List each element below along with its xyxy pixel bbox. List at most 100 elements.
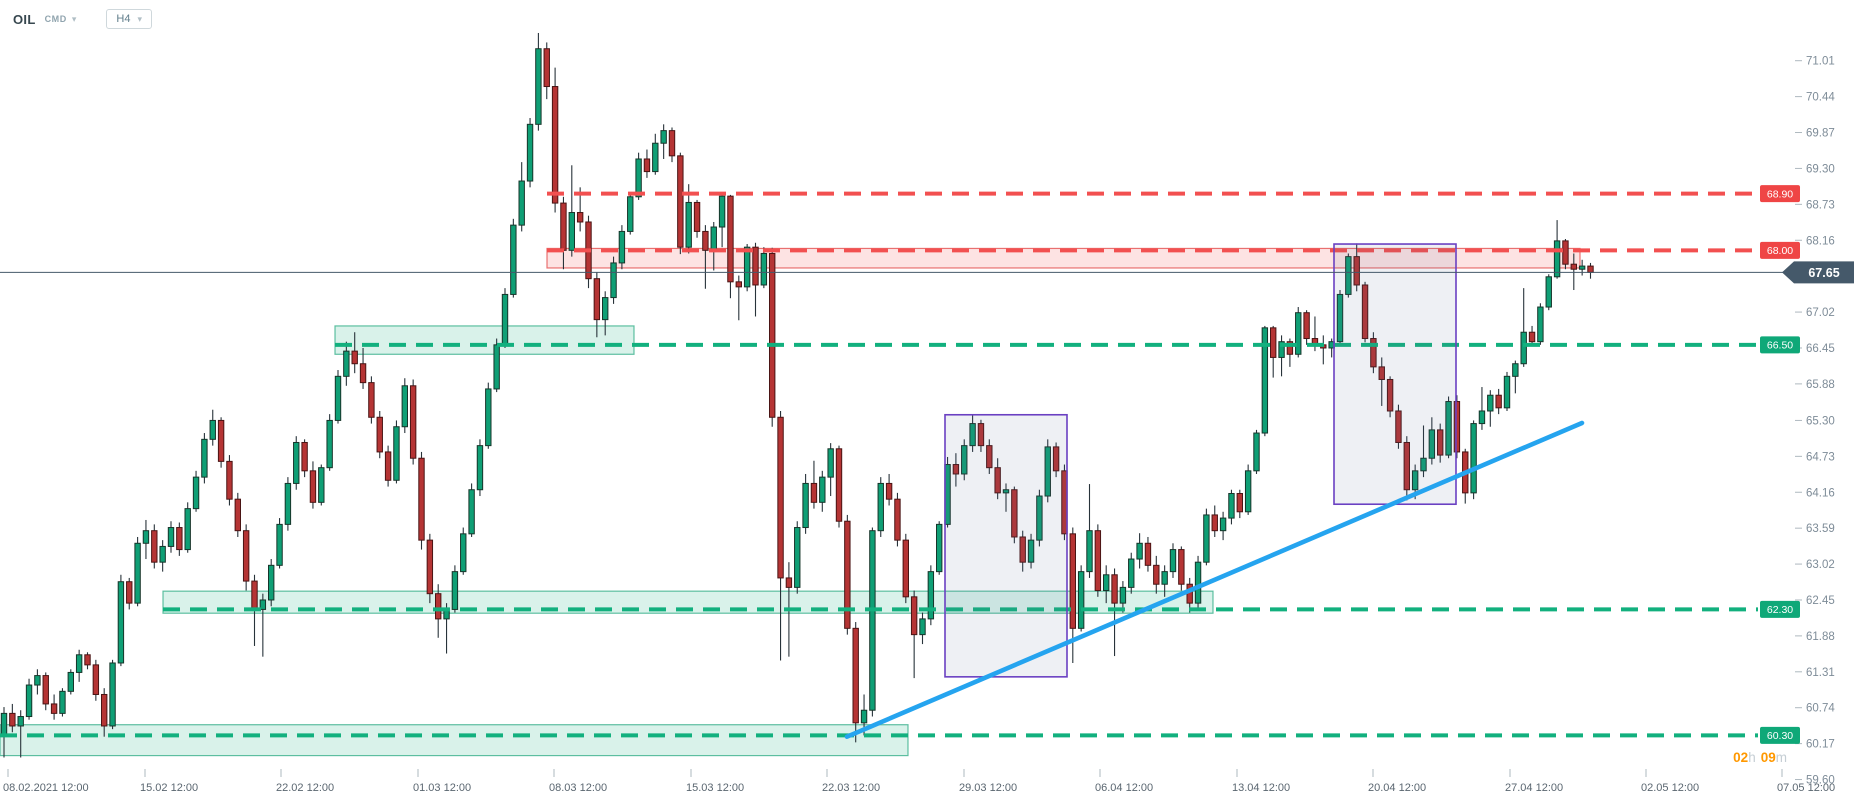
- candle: [1320, 335, 1327, 365]
- candle: [1336, 290, 1344, 345]
- candle: [1437, 423, 1444, 463]
- support-price-tag: [1760, 336, 1800, 354]
- candle: [1361, 281, 1369, 343]
- candle: [1052, 442, 1060, 478]
- candle: [1253, 429, 1260, 474]
- candle: [952, 453, 960, 487]
- axis-label: 71.01: [1806, 56, 1835, 68]
- candle: [1153, 555, 1160, 594]
- candle: [1103, 565, 1110, 604]
- candle: [1378, 357, 1385, 406]
- instrument-symbol[interactable]: OIL: [13, 11, 36, 27]
- axis-label: 60.30: [1767, 730, 1793, 742]
- candle: [50, 694, 58, 720]
- timer-minutes: 09: [1760, 750, 1776, 765]
- candle: [1219, 511, 1227, 541]
- candle: [109, 659, 116, 730]
- candle: [42, 672, 49, 711]
- candle: [610, 256, 617, 304]
- candle: [769, 247, 776, 427]
- axis-label: 65.30: [1806, 415, 1835, 427]
- support-price-tag: [1760, 600, 1800, 618]
- candle: [1002, 483, 1010, 512]
- candle: [1278, 335, 1285, 377]
- candle-countdown-timer: 02h 09m: [1733, 750, 1792, 765]
- candle: [293, 436, 300, 490]
- candle: [869, 527, 876, 717]
- timer-minutes-unit: m: [1775, 750, 1787, 765]
- candle: [17, 710, 24, 758]
- candle: [1019, 530, 1026, 572]
- resistance-price-tag: [1760, 241, 1800, 259]
- candle: [1011, 486, 1018, 544]
- candle: [151, 524, 158, 569]
- candle: [652, 133, 659, 175]
- chevron-down-icon: ▾: [137, 13, 142, 24]
- candle: [309, 461, 317, 509]
- candle: [1236, 489, 1243, 519]
- candle: [226, 455, 233, 506]
- candle: [1286, 338, 1294, 367]
- axis-label: 59.60: [1806, 775, 1835, 787]
- candle: [777, 410, 784, 661]
- current-price-tag: [1794, 261, 1854, 284]
- candle: [1395, 404, 1402, 449]
- candle: [627, 193, 634, 235]
- candle: [718, 193, 726, 248]
- candle: [351, 332, 358, 374]
- candle: [9, 703, 16, 733]
- candle: [1144, 536, 1152, 572]
- candle: [84, 652, 91, 670]
- axis-label: 64.73: [1806, 451, 1835, 463]
- candle: [34, 669, 41, 695]
- axis-label: 62.30: [1767, 604, 1793, 616]
- candle: [535, 32, 542, 131]
- axis-label: 01.03 12:00: [413, 782, 471, 794]
- candle: [242, 524, 250, 591]
- candle: [1303, 310, 1310, 345]
- support-zone[interactable]: [0, 724, 909, 757]
- axis-label: 29.03 12:00: [959, 782, 1017, 794]
- candle: [1261, 325, 1269, 437]
- candle: [677, 152, 684, 255]
- candle: [217, 417, 225, 468]
- candle: [702, 225, 709, 289]
- timeframe-selector[interactable]: H4 ▾: [106, 9, 152, 29]
- candle: [276, 518, 283, 569]
- candle: [134, 536, 141, 607]
- candle: [1203, 508, 1210, 566]
- candle: [568, 165, 575, 257]
- candle: [209, 409, 216, 446]
- axis-label: 15.03 12:00: [686, 782, 744, 794]
- candle: [1562, 238, 1569, 270]
- candle: [1495, 388, 1502, 415]
- axis-label: 69.87: [1806, 128, 1835, 140]
- current-price-tag-arrow: [1782, 261, 1794, 284]
- candle: [1345, 253, 1352, 298]
- consolidation-box[interactable]: [1333, 243, 1457, 506]
- consolidation-box[interactable]: [944, 413, 1068, 678]
- candle: [1128, 552, 1135, 594]
- axis-label: 60.74: [1806, 703, 1835, 715]
- candle: [1270, 325, 1277, 378]
- axis-label: 20.04 12:00: [1368, 782, 1426, 794]
- candle: [1528, 325, 1536, 345]
- candle: [551, 67, 559, 213]
- candle: [727, 194, 734, 299]
- candle: [268, 559, 275, 607]
- candle: [1194, 555, 1202, 610]
- candle: [910, 590, 918, 679]
- candle: [318, 464, 325, 506]
- candle: [1545, 274, 1552, 311]
- candle: [526, 118, 534, 188]
- candle: [844, 514, 851, 635]
- axis-label: 69.30: [1806, 163, 1835, 175]
- instrument-toolbar: OIL CMD ▾ H4 ▾: [13, 9, 152, 29]
- chevron-down-icon[interactable]: ▾: [71, 13, 77, 24]
- ascending-trendline[interactable]: [844, 420, 1585, 739]
- candle: [1403, 436, 1410, 501]
- instrument-type-label[interactable]: CMD: [44, 14, 67, 24]
- support-zone[interactable]: [334, 325, 635, 355]
